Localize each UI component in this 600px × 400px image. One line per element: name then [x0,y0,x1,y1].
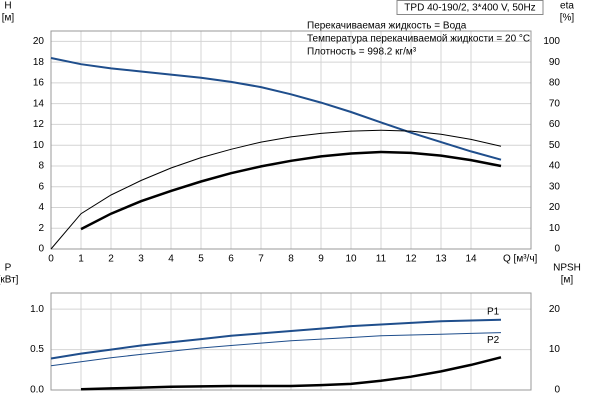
annotation: Температура перекачиваемой жидкости = 20… [307,34,530,45]
y-tick-label: 14 [33,98,45,109]
x-tick-label: 3 [138,254,144,265]
y2-tick-label: 60 [549,119,561,130]
y-axis-label: P [5,263,12,274]
x-tick-label: 0 [48,254,54,265]
y2-tick-label: 0 [554,244,560,255]
y2-tick-label: 100 [543,36,560,47]
y2-tick-label: 80 [549,78,561,89]
curve [80,150,502,231]
y-tick-label: 20 [33,36,45,47]
y2-tick-label: 20 [549,304,561,315]
y2-axis-unit: [м] [561,275,574,286]
y-tick-label: 4 [38,202,44,213]
y2-tick-label: 50 [549,140,561,151]
y-tick-label: 2 [38,223,44,234]
chart-title: TPD 40-190/2, 3*400 V, 50Hz [404,3,535,14]
y-tick-label: 0.5 [30,344,44,355]
y-tick-label: 0 [38,244,44,255]
x-tick-label: 10 [345,254,357,265]
curve [50,129,502,250]
y2-tick-label: 40 [549,161,561,172]
x-axis-label: Q [м³/ч] [503,254,538,265]
x-tick-label: 6 [228,254,234,265]
curve [80,356,502,391]
y-tick-label: 18 [33,57,45,68]
curve [50,318,502,360]
y2-tick-label: 70 [549,98,561,109]
x-tick-label: 14 [465,254,477,265]
y-tick-label: 1.0 [30,304,44,315]
x-tick-label: 11 [376,254,387,265]
x-tick-label: 13 [435,254,447,265]
y2-tick-label: 0 [554,385,560,396]
title-box [396,0,544,15]
x-tick-label: 1 [78,254,84,265]
curve [50,332,502,367]
y2-tick-label: 10 [549,223,561,234]
y2-tick-label: 10 [549,344,561,355]
y-axis-label: H [4,1,11,12]
legend-label: P2 [487,335,500,346]
x-tick-label: 2 [108,254,114,265]
plot-frame [50,30,532,250]
y2-tick-label: 20 [549,202,561,213]
y-axis-unit: [м] [2,13,15,24]
y-tick-label: 10 [33,140,45,151]
y-tick-label: 12 [33,119,45,130]
y-tick-label: 6 [38,181,44,192]
annotation: Перекачиваемая жидкость = Вода [307,21,467,32]
y2-axis-label: NPSH [553,263,581,274]
x-tick-label: 7 [258,254,264,265]
y2-tick-label: 30 [549,181,561,192]
plot-frame [50,292,532,391]
y-tick-label: 0.0 [30,385,44,396]
x-tick-label: 4 [168,254,174,265]
y2-axis-unit: [%] [560,13,575,24]
y-tick-label: 8 [38,161,44,172]
x-tick-label: 5 [198,254,204,265]
annotation: Плотность = 998.2 кг/м³ [307,47,417,58]
legend-label: P1 [487,306,500,317]
y2-axis-label: eta [560,1,574,12]
curve [50,57,502,161]
x-tick-label: 9 [318,254,324,265]
x-tick-label: 12 [405,254,417,265]
y-axis-unit: [кВт] [0,275,19,286]
y2-tick-label: 90 [549,57,561,68]
y-tick-label: 16 [33,78,45,89]
x-tick-label: 8 [288,254,294,265]
